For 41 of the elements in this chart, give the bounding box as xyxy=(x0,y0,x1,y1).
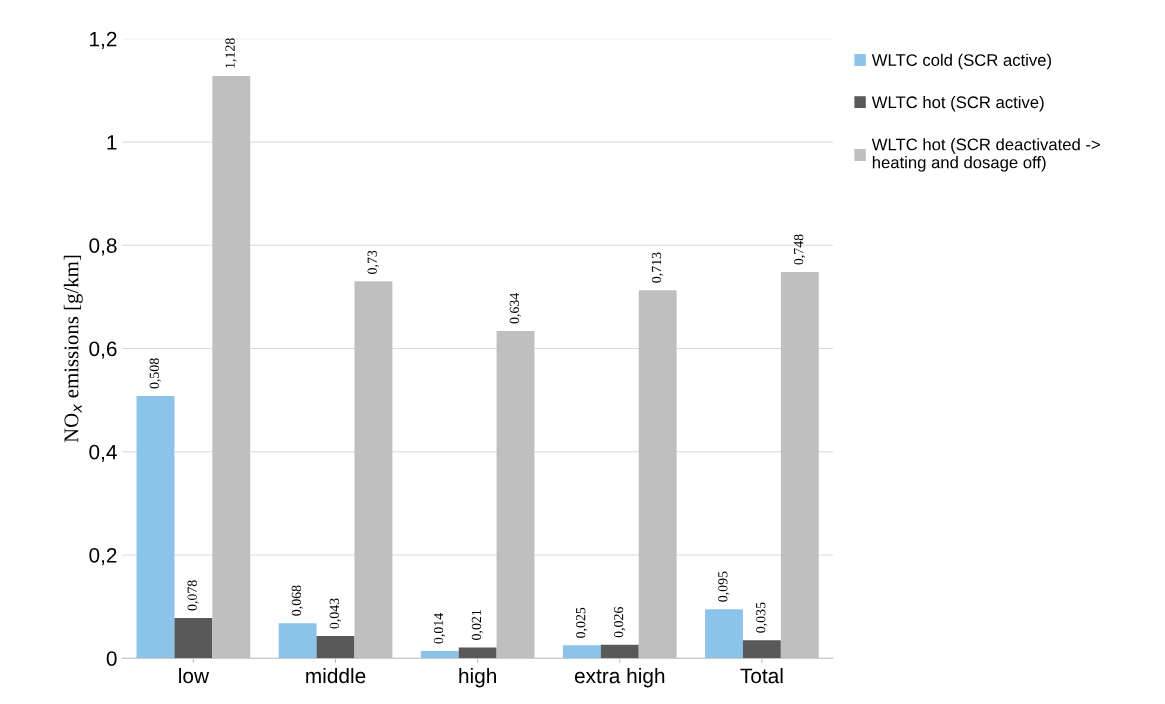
bar xyxy=(316,636,355,659)
y-tick-label: 0,4 xyxy=(89,444,117,462)
legend-label: WLTC hot (SCR deactivated -> heating and dosage off) xyxy=(871,138,1100,172)
x-tick-label: Total xyxy=(740,667,783,684)
y-tick-label: 0,2 xyxy=(89,547,117,566)
data-label: 0,713 xyxy=(651,252,664,283)
data-label: 0,634 xyxy=(509,292,522,324)
x-tick-label: high xyxy=(459,667,496,688)
data-label: 1,128 xyxy=(225,38,237,68)
legend-label: WLTC hot (SCR active) xyxy=(871,95,1044,112)
bar xyxy=(278,623,317,659)
y-axis-title: NO$_{x}$ emissions [g/km] xyxy=(63,255,83,443)
data-label: 0,73 xyxy=(367,250,379,274)
data-label: 0,035 xyxy=(756,602,768,633)
bar xyxy=(742,640,781,659)
data-label: 0,026 xyxy=(613,607,626,638)
legend-label: WLTC cold (SCR active) xyxy=(871,53,1051,70)
data-label: 0,025 xyxy=(575,607,588,638)
y-tick-label: 0 xyxy=(106,651,117,666)
bar xyxy=(705,609,743,659)
data-label: 0,078 xyxy=(187,580,199,611)
x-tick-label: middle xyxy=(306,667,366,684)
x-tick-label: low xyxy=(179,667,210,684)
data-label: 0,748 xyxy=(793,234,806,265)
y-tick-label: 0,8 xyxy=(89,238,117,256)
bar xyxy=(136,395,175,659)
bar xyxy=(420,651,459,659)
x-tick-label: extra high xyxy=(574,667,665,688)
data-label: 0,014 xyxy=(433,613,446,644)
data-label: 0,095 xyxy=(718,571,730,602)
bar xyxy=(562,645,601,659)
y-tick-label: 1 xyxy=(107,135,117,150)
data-label: 0,068 xyxy=(291,585,304,616)
data-label: 0,021 xyxy=(471,610,484,640)
data-label: 0,508 xyxy=(149,358,161,389)
bar xyxy=(174,617,213,659)
bar xyxy=(600,644,639,659)
y-tick-label: 0,6 xyxy=(89,341,117,359)
bar xyxy=(458,647,497,659)
y-tick-label: 1,2 xyxy=(90,31,117,49)
data-label: 0,043 xyxy=(329,598,341,629)
